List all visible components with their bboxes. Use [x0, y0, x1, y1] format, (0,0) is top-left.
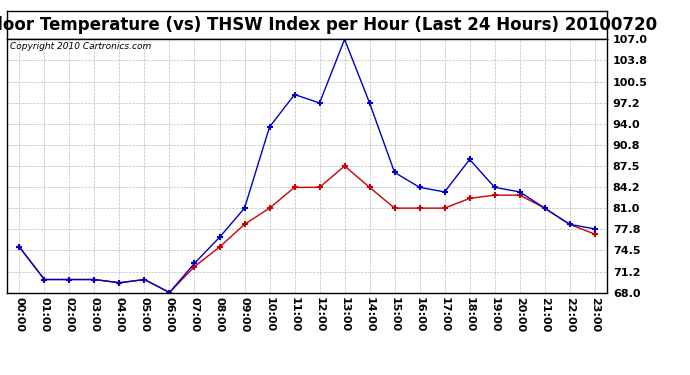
- Text: Copyright 2010 Cartronics.com: Copyright 2010 Cartronics.com: [10, 42, 151, 51]
- Text: Outdoor Temperature (vs) THSW Index per Hour (Last 24 Hours) 20100720: Outdoor Temperature (vs) THSW Index per …: [0, 16, 657, 34]
